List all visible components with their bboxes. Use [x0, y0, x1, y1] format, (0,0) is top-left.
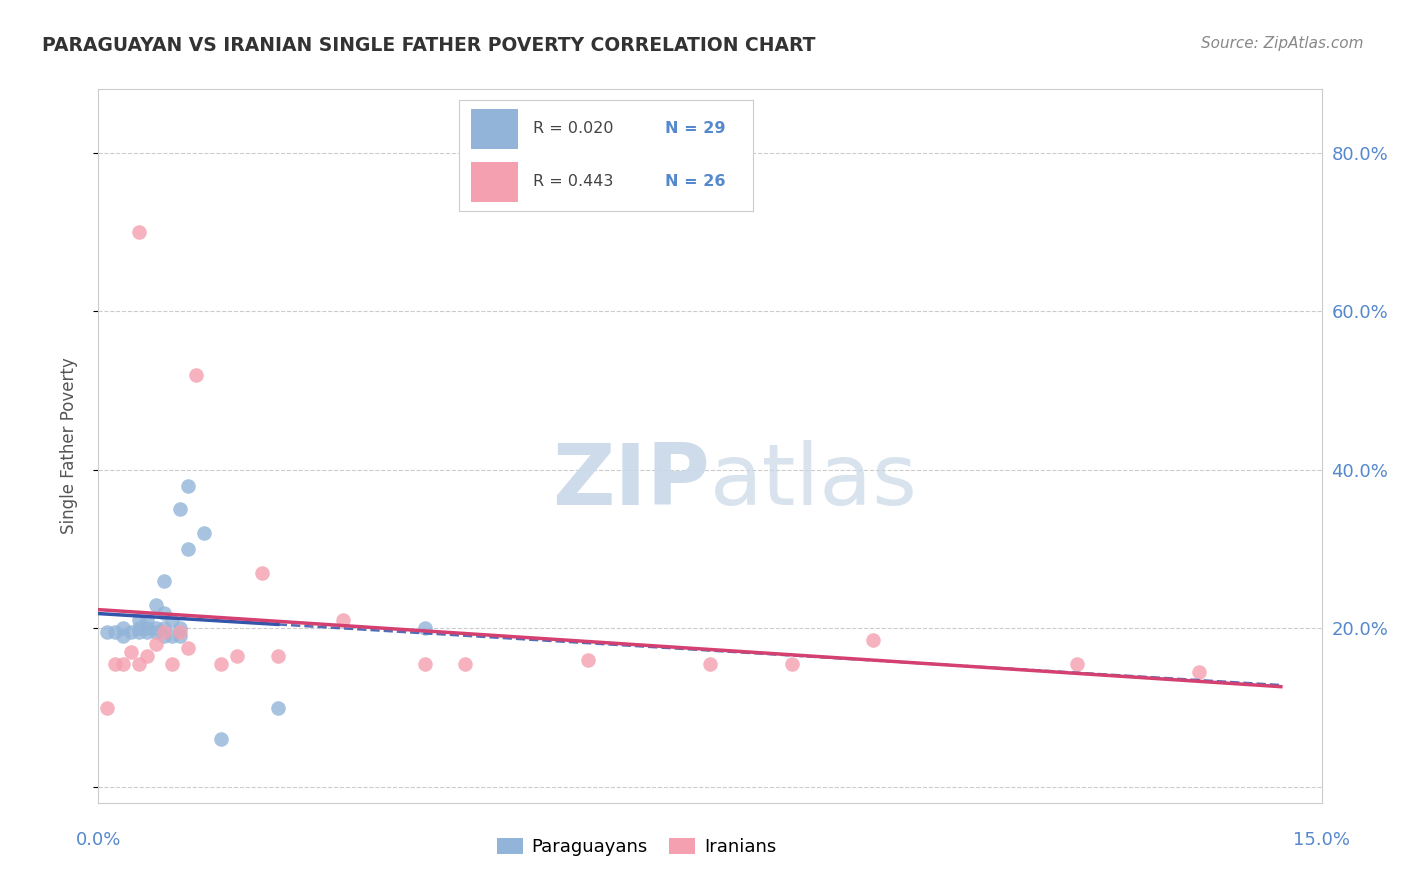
Legend: Paraguayans, Iranians: Paraguayans, Iranians	[492, 832, 782, 862]
Point	[250, 566, 273, 580]
Point	[136, 649, 159, 664]
Text: 15.0%: 15.0%	[1294, 830, 1350, 848]
Point	[576, 653, 599, 667]
Text: Source: ZipAtlas.com: Source: ZipAtlas.com	[1201, 36, 1364, 51]
Point	[267, 649, 290, 664]
Point	[96, 625, 118, 640]
Point	[1066, 657, 1088, 671]
Point	[160, 614, 183, 628]
Point	[136, 621, 159, 635]
Point	[177, 478, 200, 492]
Point	[111, 629, 134, 643]
Point	[145, 621, 167, 635]
Point	[267, 700, 290, 714]
Point	[120, 645, 142, 659]
Point	[169, 629, 191, 643]
Text: PARAGUAYAN VS IRANIAN SINGLE FATHER POVERTY CORRELATION CHART: PARAGUAYAN VS IRANIAN SINGLE FATHER POVE…	[42, 36, 815, 54]
Point	[111, 657, 134, 671]
Point	[120, 625, 142, 640]
Point	[1188, 665, 1211, 679]
Point	[96, 700, 118, 714]
Point	[780, 657, 803, 671]
Point	[128, 625, 150, 640]
Point	[177, 542, 200, 557]
Point	[104, 625, 127, 640]
Point	[136, 625, 159, 640]
Point	[169, 625, 191, 640]
Y-axis label: Single Father Poverty: Single Father Poverty	[59, 358, 77, 534]
Point	[128, 621, 150, 635]
Point	[413, 621, 436, 635]
Point	[413, 657, 436, 671]
Point	[862, 633, 884, 648]
Point	[145, 598, 167, 612]
Point	[145, 625, 167, 640]
Point	[209, 732, 232, 747]
Text: 0.0%: 0.0%	[76, 830, 121, 848]
Point	[152, 625, 174, 640]
Point	[699, 657, 721, 671]
Point	[104, 657, 127, 671]
Point	[152, 629, 174, 643]
Point	[193, 526, 215, 541]
Point	[160, 629, 183, 643]
Point	[209, 657, 232, 671]
Point	[152, 606, 174, 620]
Text: atlas: atlas	[710, 440, 918, 524]
Point	[226, 649, 249, 664]
Point	[169, 502, 191, 516]
Point	[169, 621, 191, 635]
Point	[111, 621, 134, 635]
Point	[454, 657, 477, 671]
Point	[152, 621, 174, 635]
Point	[186, 368, 208, 382]
Text: ZIP: ZIP	[553, 440, 710, 524]
Point	[136, 614, 159, 628]
Point	[160, 657, 183, 671]
Point	[128, 614, 150, 628]
Point	[177, 641, 200, 656]
Point	[128, 657, 150, 671]
Point	[152, 574, 174, 588]
Point	[145, 637, 167, 651]
Point	[128, 225, 150, 239]
Point	[332, 614, 354, 628]
